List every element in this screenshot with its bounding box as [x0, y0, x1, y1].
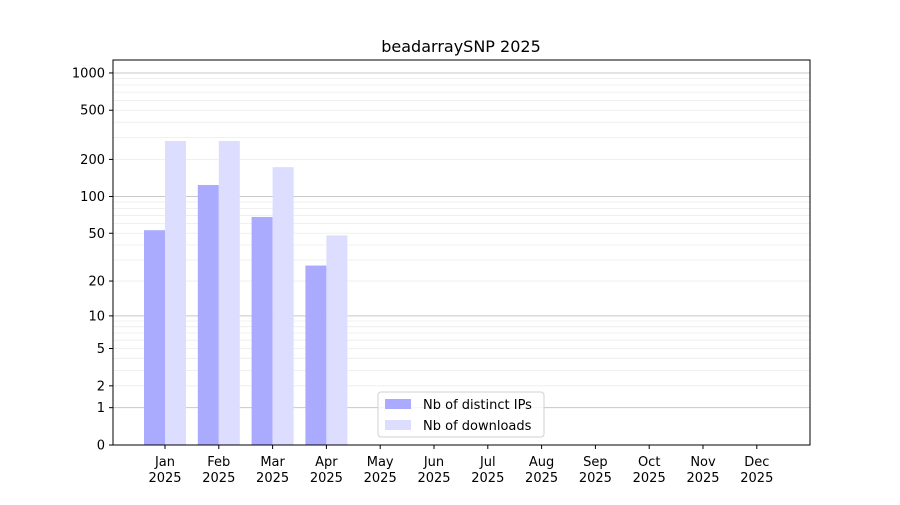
legend-label: Nb of downloads: [423, 419, 532, 434]
x-tick-label: Dec 2025: [740, 455, 773, 486]
legend-label: Nb of distinct IPs: [423, 398, 532, 413]
y-tick-label: 0: [97, 439, 105, 454]
y-tick-label: 50: [88, 227, 105, 242]
x-tick-label: Aug 2025: [525, 455, 558, 486]
y-tick-label: 200: [80, 153, 105, 168]
bar-distinct-ips: [144, 230, 165, 445]
x-axis: Jan 2025 Feb 2025 Mar 2025 Apr 2025 May 2025 Jun 20…: [148, 445, 773, 486]
x-tick-label: Nov 2025: [686, 455, 719, 486]
legend-swatch: [385, 399, 411, 409]
bar-distinct-ips: [197, 184, 219, 445]
bar-downloads: [326, 235, 348, 445]
bar-distinct-ips: [305, 265, 327, 445]
x-tick-label: Feb 2025: [202, 455, 235, 486]
x-tick-label: May 2025: [364, 455, 397, 486]
y-tick-label: 2: [97, 379, 105, 394]
bar-downloads: [272, 167, 294, 446]
x-tick-label: Oct 2025: [633, 455, 666, 486]
legend-box: [377, 391, 545, 438]
x-tick-label: Apr 2025: [310, 455, 343, 486]
x-tick-label: Sep 2025: [579, 455, 612, 486]
y-tick-label: 1: [97, 401, 105, 416]
y-axis: 0 1 2 5 10 20 50 100 200 500 1000: [72, 66, 113, 454]
x-tick-label: Jun 2025: [417, 455, 450, 486]
x-tick-label: Mar 2025: [256, 455, 289, 486]
x-tick-label: Jan 2025: [148, 455, 181, 486]
y-tick-label: 100: [80, 190, 105, 205]
x-tick-label: Jul 2025: [471, 455, 504, 486]
bar-downloads: [165, 140, 186, 445]
legend-swatch: [385, 420, 411, 430]
bars: [144, 140, 348, 446]
y-tick-label: 10: [88, 309, 105, 324]
y-tick-label: 500: [80, 104, 105, 119]
bar-downloads: [218, 140, 240, 445]
chart-title: beadarraySNP 2025: [381, 37, 541, 56]
bar-distinct-ips: [251, 216, 273, 445]
y-tick-label: 20: [88, 275, 105, 290]
legend: Nb of distinct IPs Nb of downloads: [377, 391, 545, 438]
plot-frame: [112, 59, 811, 446]
y-tick-label: 5: [97, 342, 105, 357]
y-tick-label: 1000: [72, 66, 105, 81]
